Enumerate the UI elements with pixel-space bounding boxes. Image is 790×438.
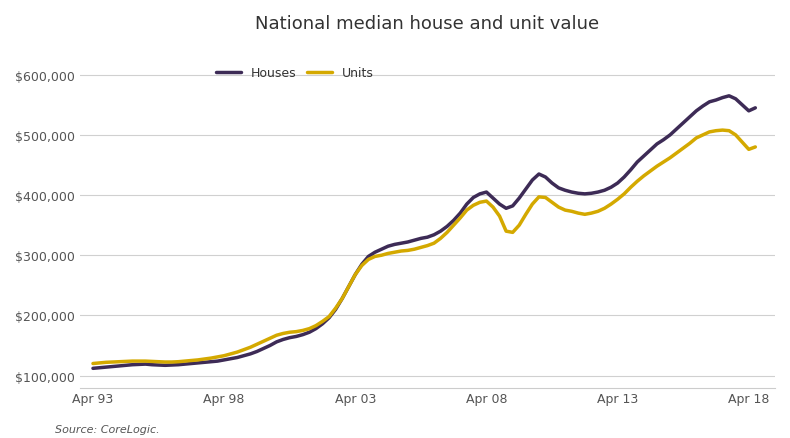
Line: Units: Units [93, 131, 755, 364]
Units [390, 250, 400, 255]
Houses [390, 242, 400, 247]
Units [88, 361, 98, 366]
Houses [750, 106, 760, 111]
Houses [606, 185, 615, 191]
Units [213, 354, 222, 360]
Units [554, 205, 563, 210]
Houses [88, 366, 98, 371]
Houses [213, 359, 222, 364]
Title: National median house and unit value: National median house and unit value [255, 15, 600, 33]
Line: Houses: Houses [93, 97, 755, 368]
Legend: Houses, Units: Houses, Units [211, 62, 378, 85]
Houses [659, 138, 668, 143]
Houses [554, 186, 563, 191]
Units [750, 145, 760, 150]
Units [659, 160, 668, 165]
Text: Source: CoreLogic.: Source: CoreLogic. [55, 424, 160, 434]
Units [606, 202, 615, 207]
Houses [232, 355, 242, 360]
Units [232, 350, 242, 355]
Houses [724, 94, 734, 99]
Units [718, 128, 728, 134]
